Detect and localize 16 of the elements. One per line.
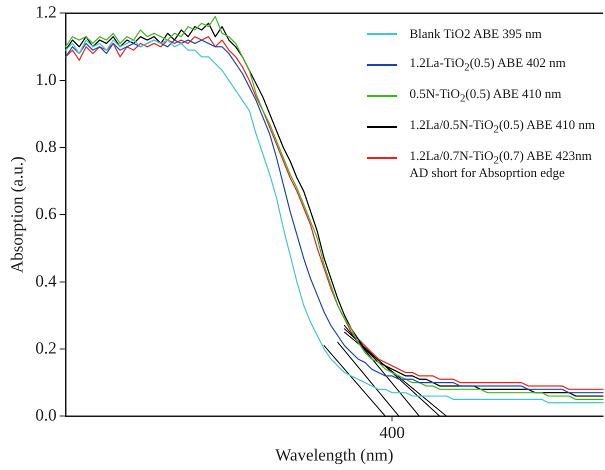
annotation: AD short for Absoprtion edge: [409, 165, 566, 181]
y-tick-label: 0.6: [35, 204, 57, 224]
y-tick-label: 1.2: [35, 2, 57, 22]
legend-label: 0.5N-TiO$_{2}$(0.5) ABE 410 nm: [409, 86, 562, 106]
legend-label: Blank TiO2 ABE 395 nm: [409, 26, 542, 42]
y-tick-label: 1.0: [35, 70, 57, 89]
y-tick-label: 0.0: [35, 406, 57, 425]
x-axis-title: Wavelength (nm): [275, 445, 394, 464]
legend-label: 1.2La-TiO$_{2}$(0.5) ABE 402 nm: [409, 54, 566, 74]
legend-label: 1.2La/0.7N-TiO$_{2}$(0.7) ABE 423nm: [409, 148, 592, 166]
y-axis-title: Absorption (a.u.): [8, 156, 27, 274]
x-tick-label: 400: [379, 422, 405, 442]
y-tick-label: 0.2: [35, 338, 57, 358]
y-tick-label: 0.4: [35, 271, 58, 290]
y-tick-label: 0.8: [35, 137, 57, 156]
legend-label: 1.2La/0.5N-TiO$_{2}$(0.5) ABE 410 nm: [409, 116, 595, 136]
